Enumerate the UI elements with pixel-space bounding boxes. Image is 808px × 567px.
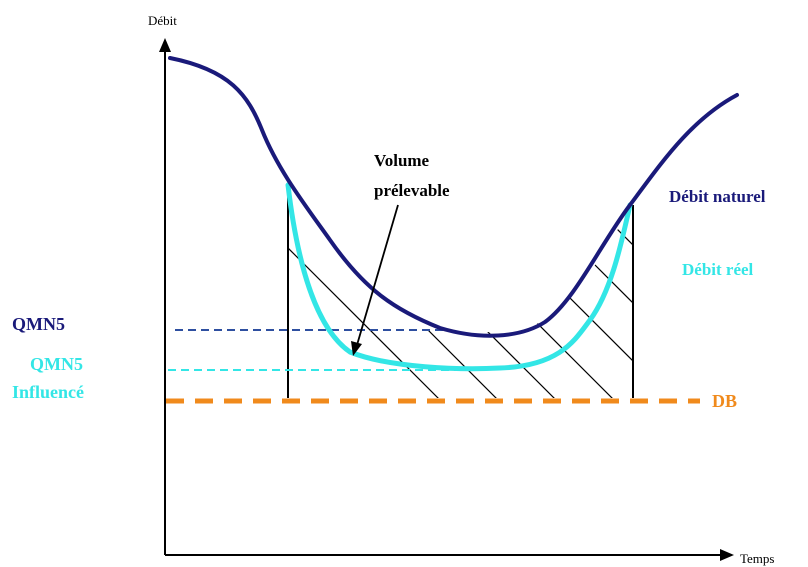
volume-label-line1: Volume bbox=[374, 151, 430, 170]
qmn5-influence-label-line1: QMN5 bbox=[30, 354, 83, 374]
debit-naturel-curve bbox=[168, 56, 739, 338]
x-axis-label: Temps bbox=[740, 551, 774, 566]
debit-naturel-label: Débit naturel bbox=[669, 187, 766, 206]
axes: Débit Temps bbox=[148, 13, 774, 566]
debit-reel-label: Débit réel bbox=[682, 260, 754, 279]
hatch-line bbox=[684, 180, 808, 400]
y-axis-arrow bbox=[159, 38, 171, 52]
hatch-line bbox=[509, 185, 632, 398]
db-label: DB bbox=[712, 391, 737, 411]
volume-label-line2: prélevable bbox=[374, 181, 450, 200]
hatch-line bbox=[567, 185, 632, 398]
qmn5-label: QMN5 bbox=[12, 314, 65, 334]
hatch-line bbox=[625, 185, 632, 398]
y-axis-label: Débit bbox=[148, 13, 177, 28]
volume-arrow bbox=[351, 204, 399, 356]
qmn5-influence-label-line2: Influencé bbox=[12, 382, 84, 402]
debit-reel-curve bbox=[285, 182, 633, 372]
x-axis-arrow bbox=[720, 549, 734, 561]
